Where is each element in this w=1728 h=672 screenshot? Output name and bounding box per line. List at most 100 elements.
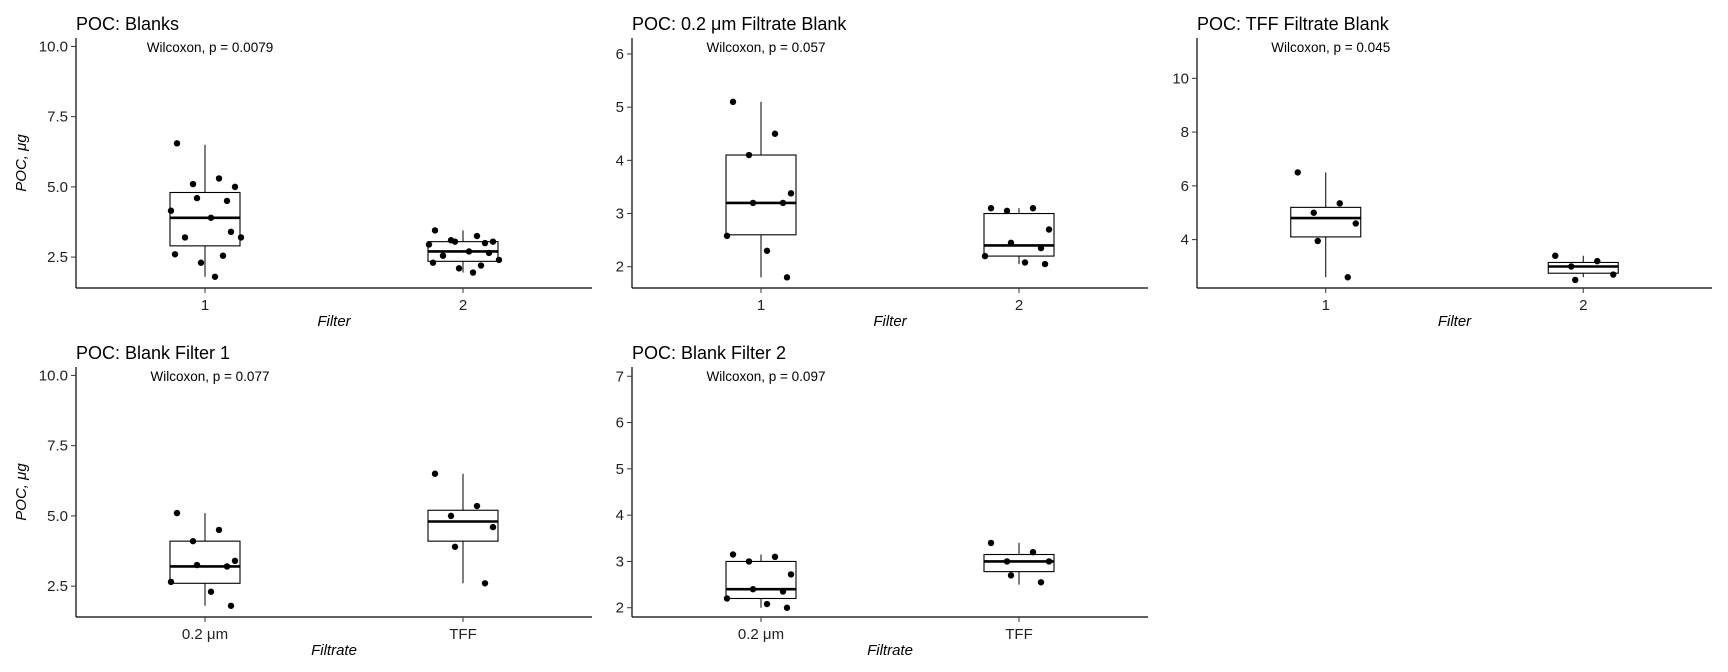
wilcoxon-annotation: Wilcoxon, p = 0.045 (1271, 40, 1390, 55)
data-point (779, 199, 787, 207)
data-point (1007, 572, 1015, 579)
x-tick-label: 1 (201, 297, 209, 314)
chart-panel-5: POC: Blank Filter 2 Wilcoxon, p = 0.097 2 3… (616, 343, 1148, 659)
data-point (455, 265, 463, 272)
data-point (193, 561, 201, 569)
data-point (425, 241, 433, 248)
boxplot-group (1547, 252, 1619, 284)
data-point (197, 259, 205, 266)
data-point (451, 238, 459, 245)
y-tick-label: 5.0 (47, 508, 68, 525)
data-point (1029, 205, 1037, 212)
data-point (1294, 169, 1301, 176)
y-tick-label: 3 (616, 206, 624, 223)
y-tick-label: 2.5 (47, 578, 68, 595)
data-point (207, 214, 215, 221)
data-point (207, 588, 215, 595)
data-point (1003, 207, 1011, 215)
data-point (447, 512, 455, 520)
x-tick-label: 2 (1579, 297, 1587, 314)
x-axis-title: Filter (873, 313, 907, 330)
data-point (745, 558, 753, 565)
y-tick-label: 6 (616, 415, 624, 432)
data-point (763, 600, 771, 608)
data-point (1037, 244, 1045, 252)
y-tick-label: 10.0 (39, 367, 68, 384)
data-point (469, 269, 477, 276)
y-tick-label: 7 (616, 368, 624, 385)
boxplot-group (425, 227, 503, 276)
wilcoxon-annotation: Wilcoxon, p = 0.077 (151, 369, 270, 384)
x-axis-title: Filter (1438, 313, 1472, 330)
data-point (189, 537, 197, 545)
x-tick-label: 2 (459, 297, 467, 314)
y-tick-label: 7.5 (47, 109, 68, 126)
y-tick-label: 4 (616, 152, 624, 169)
boxplot-group (167, 140, 245, 280)
y-tick-label: 4 (1181, 232, 1189, 249)
data-point (1352, 220, 1359, 227)
data-point (987, 205, 995, 212)
x-tick-label: TFF (449, 626, 477, 643)
y-tick-label: 2 (616, 259, 624, 276)
boxplot-group (167, 509, 241, 609)
x-axis-title: Filtrate (867, 642, 913, 659)
data-point (723, 232, 731, 240)
data-point (181, 234, 189, 241)
data-point (237, 234, 245, 241)
boxplot-group (1290, 169, 1362, 281)
data-point (473, 502, 481, 510)
data-point (787, 571, 795, 578)
data-point (1007, 239, 1015, 246)
data-point (783, 274, 791, 281)
x-tick-label: 2 (1015, 297, 1023, 314)
data-point (729, 98, 737, 106)
y-tick-label: 5.0 (47, 179, 68, 196)
data-point (431, 227, 439, 234)
data-point (783, 604, 791, 611)
data-point (1314, 237, 1321, 245)
data-point (431, 470, 439, 477)
box-iqr (427, 509, 499, 542)
boxplot-group (983, 539, 1055, 586)
data-point (779, 588, 787, 595)
data-point (489, 238, 497, 245)
y-axis-title: POC, μg (13, 134, 30, 192)
data-point (1568, 263, 1575, 270)
wilcoxon-annotation: Wilcoxon, p = 0.097 (707, 369, 826, 384)
panel-title: POC: Blank Filter 2 (632, 343, 786, 363)
data-point (745, 151, 753, 159)
panel-title: POC: TFF Filtrate Blank (1197, 14, 1390, 34)
data-point (167, 578, 175, 586)
panel-title: POC: Blank Filter 1 (76, 343, 230, 363)
data-point (787, 190, 795, 197)
x-tick-label: 0.2 μm (182, 626, 228, 643)
data-point (771, 553, 779, 561)
data-point (771, 130, 779, 137)
y-tick-label: 2 (616, 600, 624, 617)
y-tick-label: 5 (616, 461, 624, 478)
y-tick-label: 3 (616, 553, 624, 570)
data-point (723, 595, 731, 602)
data-point (215, 526, 223, 534)
data-point (227, 602, 235, 609)
data-point (1552, 252, 1559, 259)
boxplot-group (723, 551, 797, 611)
data-point (1021, 259, 1029, 266)
wilcoxon-annotation: Wilcoxon, p = 0.057 (707, 40, 826, 55)
x-tick-label: 1 (1322, 297, 1330, 314)
wilcoxon-annotation: Wilcoxon, p = 0.0079 (147, 40, 273, 55)
data-point (429, 259, 437, 266)
data-point (1041, 260, 1049, 268)
chart-panel-2: POC: 0.2 μm Filtrate Blank Wilcoxon, p = … (616, 14, 1148, 330)
y-tick-label: 2.5 (47, 249, 68, 266)
data-point (227, 228, 235, 236)
data-point (193, 194, 201, 202)
data-point (465, 248, 473, 255)
data-point (223, 197, 231, 205)
y-tick-label: 5 (616, 99, 624, 116)
data-point (231, 183, 239, 191)
panel-title: POC: 0.2 μm Filtrate Blank (632, 14, 847, 34)
y-axis-title: POC, μg (13, 463, 30, 521)
